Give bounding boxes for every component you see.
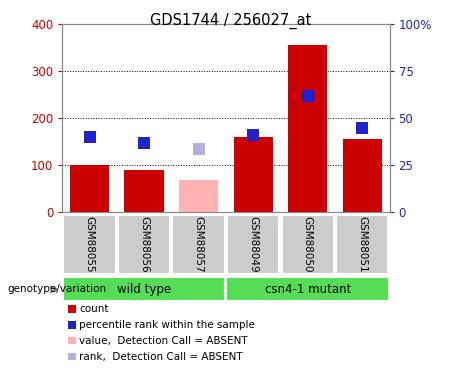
Text: GDS1744 / 256027_at: GDS1744 / 256027_at (150, 13, 311, 29)
Text: value,  Detection Call = ABSENT: value, Detection Call = ABSENT (79, 336, 248, 346)
Text: csn4-1 mutant: csn4-1 mutant (265, 283, 351, 296)
Text: percentile rank within the sample: percentile rank within the sample (79, 320, 255, 330)
Text: GSM88051: GSM88051 (357, 216, 367, 273)
Bar (70, 165, 109, 212)
Text: rank,  Detection Call = ABSENT: rank, Detection Call = ABSENT (79, 352, 243, 362)
Text: GSM88057: GSM88057 (194, 216, 204, 273)
Bar (172, 215, 225, 274)
Bar (343, 139, 382, 212)
Bar (336, 215, 389, 274)
Bar (118, 215, 170, 274)
Text: count: count (79, 304, 109, 314)
Text: GSM88056: GSM88056 (139, 216, 149, 273)
Bar (226, 278, 389, 301)
Bar (68, 305, 76, 313)
Text: GSM88050: GSM88050 (303, 216, 313, 273)
Text: GSM88055: GSM88055 (84, 216, 95, 273)
Bar (227, 215, 279, 274)
Bar (63, 215, 116, 274)
Bar (288, 45, 327, 212)
Bar (68, 321, 76, 328)
Bar (68, 337, 76, 344)
Text: wild type: wild type (117, 283, 171, 296)
Bar (234, 137, 273, 212)
Text: genotype/variation: genotype/variation (7, 285, 106, 294)
Bar (282, 215, 334, 274)
Bar (179, 180, 218, 212)
Bar (63, 278, 225, 301)
Text: GSM88049: GSM88049 (248, 216, 258, 273)
Bar (68, 352, 76, 360)
Bar (124, 170, 164, 212)
